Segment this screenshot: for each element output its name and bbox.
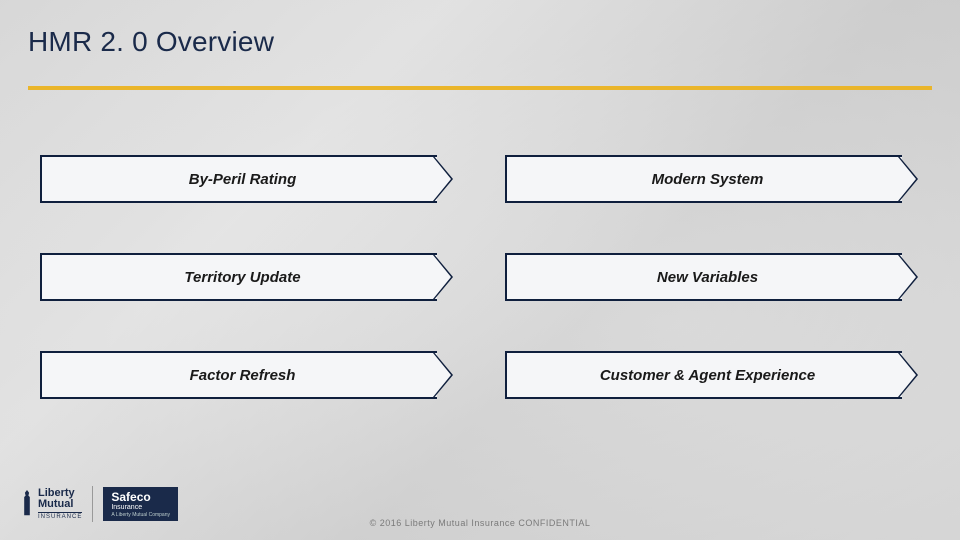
- page-title: HMR 2. 0 Overview: [28, 26, 274, 58]
- overview-item-label: Territory Update: [184, 269, 310, 286]
- accent-rule: [28, 86, 932, 90]
- overview-item: Factor Refresh: [40, 351, 455, 399]
- overview-grid: By-Peril Rating Modern System Territory …: [40, 155, 920, 399]
- overview-item-label: By-Peril Rating: [189, 171, 307, 188]
- overview-item: Territory Update: [40, 253, 455, 301]
- safeco-logo: Safeco Insurance A Liberty Mutual Compan…: [103, 487, 178, 521]
- overview-item-label: Modern System: [652, 171, 774, 188]
- statue-icon: [20, 490, 34, 518]
- footer-confidential: © 2016 Liberty Mutual Insurance CONFIDEN…: [0, 518, 960, 528]
- liberty-mutual-logo: Liberty Mutual INSURANCE: [20, 488, 82, 520]
- overview-item-label: Customer & Agent Experience: [600, 367, 825, 384]
- overview-item: Customer & Agent Experience: [505, 351, 920, 399]
- brand-logos: Liberty Mutual INSURANCE Safeco Insuranc…: [20, 486, 178, 522]
- overview-item-label: Factor Refresh: [190, 367, 306, 384]
- overview-item: Modern System: [505, 155, 920, 203]
- overview-item: By-Peril Rating: [40, 155, 455, 203]
- overview-item: New Variables: [505, 253, 920, 301]
- logo-divider: [92, 486, 93, 522]
- overview-item-label: New Variables: [657, 269, 768, 286]
